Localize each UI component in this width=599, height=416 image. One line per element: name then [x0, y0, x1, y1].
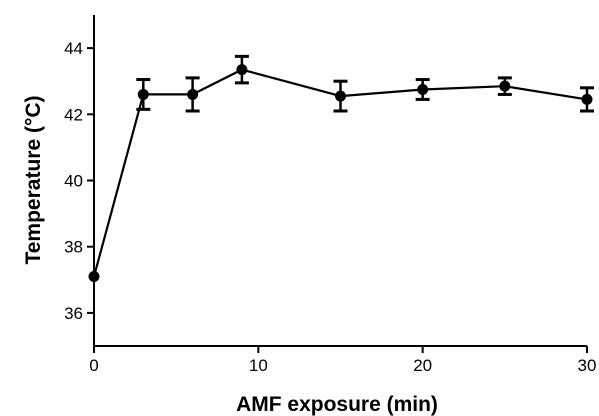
data-point: [335, 90, 346, 102]
series-line: [92, 68, 588, 277]
y-axis-label: Temperature (°C): [22, 95, 45, 264]
axes: 36 38 40 42 44 0 10 20 30: [64, 15, 596, 375]
data-point: [417, 83, 429, 95]
x-tick-label: 10: [249, 356, 268, 375]
data-point: [581, 93, 593, 105]
y-tick-label: 44: [64, 39, 83, 58]
x-tick-label: 20: [413, 356, 432, 375]
y-tick-label: 42: [64, 105, 83, 124]
y-tick-label: 40: [64, 172, 83, 191]
x-tick-label: 30: [578, 356, 597, 375]
data-point: [187, 88, 199, 100]
y-tick-label: 36: [64, 304, 83, 323]
data-point: [137, 88, 149, 100]
x-axis-label: AMF exposure (min): [236, 393, 438, 416]
y-tick-label: 38: [64, 238, 83, 257]
data-point: [236, 64, 248, 76]
data-point: [499, 80, 511, 92]
plot-series: [88, 54, 594, 282]
x-tick-label: 0: [89, 356, 98, 375]
